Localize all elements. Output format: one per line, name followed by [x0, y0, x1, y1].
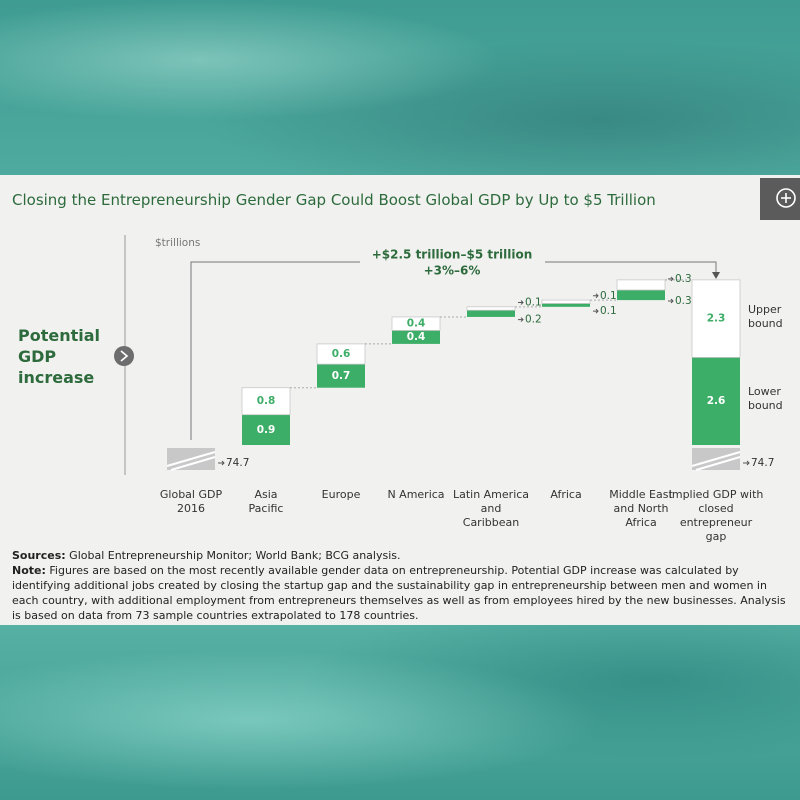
upper-bar: [466, 306, 516, 311]
base-label: 74.7: [751, 457, 774, 469]
x-tick-label: Global GDP 2016: [159, 488, 223, 515]
legend-label: Lower bound: [748, 385, 783, 413]
value-arrow: [593, 293, 599, 299]
x-tick-label: Implied GDP with closed entrepreneur gap: [668, 488, 764, 543]
value-label: 0.8: [257, 395, 276, 407]
value-label: 0.3: [675, 273, 692, 285]
chart-title: Closing the Entrepreneurship Gender Gap …: [12, 191, 656, 209]
lower-bar: [617, 289, 665, 301]
value-label: 0.1: [525, 297, 542, 309]
sources-label: Sources:: [12, 549, 66, 562]
value-label: 2.3: [707, 313, 726, 325]
x-tick-label: Middle East and North Africa: [609, 488, 673, 529]
break-mark: [166, 451, 216, 471]
x-tick-label: Europe: [321, 488, 361, 501]
upper-bar: [391, 316, 441, 331]
value-arrow: [668, 276, 674, 282]
x-tick-label: N America: [387, 488, 445, 501]
x-tick-label: Asia Pacific: [248, 488, 284, 515]
upper-bar: [316, 343, 366, 365]
unit-label: $trillions: [155, 237, 200, 249]
value-label: 0.1: [600, 305, 617, 317]
value-arrow: [743, 460, 750, 466]
expand-icon: [776, 188, 796, 208]
value-arrow: [518, 300, 524, 305]
base-label: 74.7: [226, 457, 249, 469]
value-label: 0.4: [407, 331, 426, 343]
value-label: 0.7: [332, 370, 351, 382]
value-arrow: [668, 298, 674, 304]
note: Note: Figures are based on the most rece…: [12, 563, 792, 623]
value-label: 0.4: [407, 318, 426, 330]
x-tick-label: Africa: [550, 488, 582, 501]
upper-bar: [241, 387, 291, 416]
break-mark: [691, 451, 741, 471]
upper-bar: [691, 279, 741, 358]
value-arrow: [518, 317, 524, 322]
value-arrow: [218, 460, 225, 466]
chart-panel: [0, 175, 800, 625]
lower-bar: [467, 310, 515, 317]
annotation: +$2.5 trillion–$5 trillion: [372, 248, 533, 262]
value-label: 0.3: [675, 295, 692, 307]
arrow-icon-glyph: [120, 350, 129, 362]
lower-bar: [317, 364, 365, 388]
note-label: Note:: [12, 564, 46, 577]
note-text: Figures are based on the most recently a…: [12, 564, 786, 622]
lower-bar: [692, 357, 740, 445]
x-tick-label: Latin America and Caribbean: [452, 488, 530, 529]
value-label: 0.1: [600, 290, 617, 302]
lower-bar: [242, 414, 290, 445]
expand-button[interactable]: [760, 178, 800, 220]
lower-bar: [392, 330, 440, 344]
lower-bar: [542, 303, 590, 307]
bracket: [190, 261, 717, 440]
legend-label: Upper bound: [748, 302, 783, 330]
value-arrow: [593, 308, 599, 314]
arrow-icon: [114, 346, 134, 366]
value-label: 0.6: [332, 348, 351, 360]
upper-bar: [616, 279, 666, 291]
upper-bar: [541, 299, 591, 304]
sources: Sources: Global Entrepreneurship Monitor…: [12, 548, 792, 563]
sources-text: Global Entrepreneurship Monitor; World B…: [69, 549, 401, 562]
side-label: Potential GDP increase: [18, 326, 101, 387]
value-label: 0.2: [525, 314, 542, 326]
value-label: 0.9: [257, 424, 276, 436]
bracket-arrow: [712, 272, 720, 279]
value-label: 2.6: [707, 395, 726, 407]
annotation: +3%–6%: [424, 264, 481, 278]
